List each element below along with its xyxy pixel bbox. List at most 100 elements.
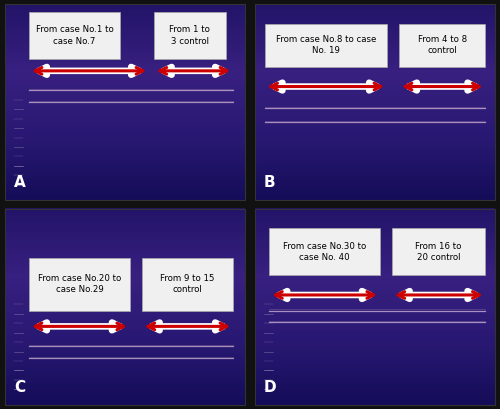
Bar (255, 188, 495, 191)
Bar (255, 380, 495, 383)
Bar (255, 58, 495, 61)
Bar (5, 358, 245, 361)
Bar (255, 28, 495, 31)
Bar (5, 373, 245, 375)
Bar (5, 198, 245, 200)
Bar (255, 375, 495, 378)
Bar (255, 11, 495, 14)
Bar (5, 9, 245, 11)
Bar (255, 53, 495, 56)
Bar (5, 58, 245, 61)
Bar (255, 97, 495, 100)
Bar (255, 136, 495, 139)
Bar (5, 284, 245, 287)
Bar (5, 144, 245, 146)
Bar (5, 129, 245, 132)
Bar (255, 243, 495, 245)
Bar (5, 45, 245, 48)
Bar (5, 48, 245, 51)
Bar (255, 355, 495, 358)
Bar (5, 218, 245, 221)
Bar (5, 50, 245, 53)
Bar (5, 294, 245, 297)
Bar (5, 92, 245, 95)
Bar (5, 238, 245, 240)
Bar (5, 168, 245, 171)
Bar (5, 368, 245, 371)
Bar (255, 277, 495, 280)
Bar (255, 220, 495, 223)
Bar (5, 80, 245, 83)
Bar (5, 260, 245, 263)
Bar (154, 12, 226, 59)
Bar (255, 161, 495, 164)
Bar (255, 368, 495, 371)
Bar (255, 109, 495, 112)
Bar (264, 24, 387, 67)
Bar (255, 48, 495, 51)
Bar (5, 331, 245, 334)
Bar (255, 240, 495, 243)
Bar (255, 178, 495, 181)
Bar (255, 65, 495, 68)
Bar (5, 126, 245, 129)
Bar (255, 173, 495, 176)
Bar (5, 301, 245, 304)
Bar (5, 166, 245, 169)
Bar (5, 134, 245, 137)
Bar (255, 72, 495, 75)
Bar (5, 178, 245, 181)
Bar (5, 23, 245, 26)
Bar (5, 243, 245, 245)
Bar (255, 213, 495, 216)
Bar (5, 121, 245, 124)
Bar (255, 85, 495, 88)
Bar (5, 370, 245, 373)
Bar (5, 360, 245, 363)
Bar (5, 117, 245, 119)
Bar (255, 304, 495, 307)
Bar (5, 336, 245, 339)
Bar (255, 319, 495, 321)
Bar (255, 351, 495, 353)
Bar (5, 107, 245, 110)
Bar (255, 250, 495, 253)
Bar (255, 26, 495, 29)
Bar (255, 6, 495, 9)
Bar (255, 38, 495, 41)
Bar (5, 208, 245, 211)
Bar (5, 390, 245, 393)
Bar (255, 299, 495, 302)
Bar (5, 148, 245, 151)
Bar (5, 309, 245, 312)
Text: From 4 to 8
control: From 4 to 8 control (418, 35, 467, 55)
Bar (5, 395, 245, 398)
Bar (255, 153, 495, 156)
Bar (5, 13, 245, 16)
Bar (255, 346, 495, 348)
Bar (5, 209, 245, 405)
Bar (5, 211, 245, 213)
Bar (255, 353, 495, 356)
Bar (5, 114, 245, 117)
Bar (255, 228, 495, 231)
Bar (255, 397, 495, 400)
Bar (5, 235, 245, 238)
Bar (255, 297, 495, 299)
Bar (255, 183, 495, 186)
Text: C: C (14, 380, 25, 395)
Bar (5, 287, 245, 290)
Bar (5, 292, 245, 294)
Bar (29, 258, 130, 311)
Bar (5, 55, 245, 58)
Bar (255, 144, 495, 146)
Bar (255, 82, 495, 85)
Bar (255, 245, 495, 248)
Bar (255, 13, 495, 16)
Bar (5, 183, 245, 186)
Bar (5, 124, 245, 127)
Bar (255, 326, 495, 329)
Bar (5, 82, 245, 85)
Text: B: B (264, 175, 276, 190)
Bar (392, 228, 486, 275)
